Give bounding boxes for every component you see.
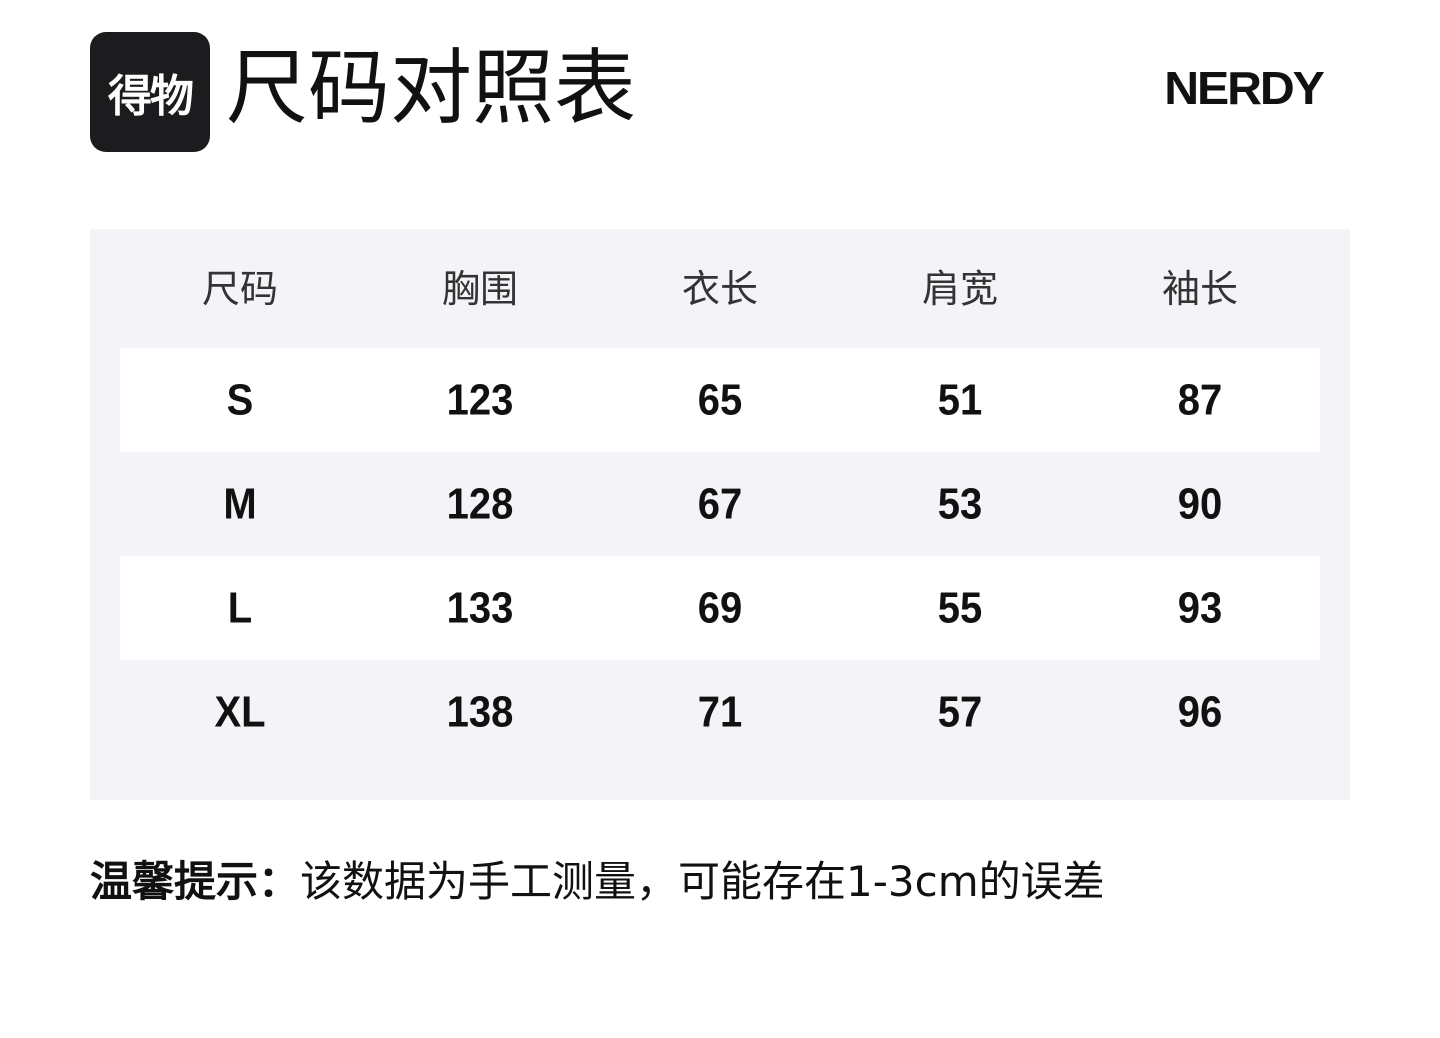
- table-cell: 65: [697, 375, 743, 424]
- column-header: 尺码: [201, 267, 278, 311]
- tip-text: 该数据为手工测量，可能存在1-3cm的误差: [300, 857, 1105, 906]
- column-header: 袖长: [1161, 267, 1238, 311]
- table-cell: 69: [697, 583, 743, 632]
- table-header: 尺码 胸围 衣长 肩宽 袖长: [120, 259, 1320, 319]
- table-cell: 57: [937, 687, 983, 736]
- table-cell: 133: [446, 583, 514, 632]
- tip-label: 温馨提示：: [90, 857, 301, 906]
- table-cell: 71: [697, 687, 743, 736]
- page-title: 尺码对照表: [226, 41, 637, 136]
- dewu-logo: 得物: [90, 32, 210, 152]
- column-header: 肩宽: [921, 267, 998, 311]
- table-row: XL 138 71 57 96: [120, 660, 1320, 764]
- table-cell: S: [226, 375, 254, 424]
- table-cell: XL: [214, 687, 266, 736]
- tip-note: 温馨提示：该数据为手工测量，可能存在1-3cm的误差: [90, 852, 1105, 912]
- size-table: 尺码 胸围 衣长 肩宽 袖长 S 123 65 51 87 M 128 67 53 90 L 133 6…: [90, 229, 1350, 800]
- column-header: 胸围: [441, 267, 518, 311]
- logo-text: 得物: [108, 71, 194, 122]
- column-header: 衣长: [681, 267, 758, 311]
- table-cell: 53: [937, 479, 983, 528]
- table-cell: 96: [1177, 687, 1223, 736]
- table-cell: 128: [446, 479, 514, 528]
- table-cell: 138: [446, 687, 514, 736]
- table-cell: L: [227, 583, 253, 632]
- table-row: S 123 65 51 87: [120, 348, 1320, 452]
- table-cell: 51: [937, 375, 983, 424]
- table-cell: 90: [1177, 479, 1223, 528]
- table-cell: 67: [697, 479, 743, 528]
- table-cell: M: [223, 479, 257, 528]
- table-cell: 55: [937, 583, 983, 632]
- table-row: M 128 67 53 90: [120, 452, 1320, 556]
- table-cell: 123: [446, 375, 514, 424]
- brand-logo: NERDY: [1164, 62, 1325, 114]
- table-cell: 93: [1177, 583, 1223, 632]
- table-row: L 133 69 55 93: [120, 556, 1320, 660]
- table-cell: 87: [1177, 375, 1223, 424]
